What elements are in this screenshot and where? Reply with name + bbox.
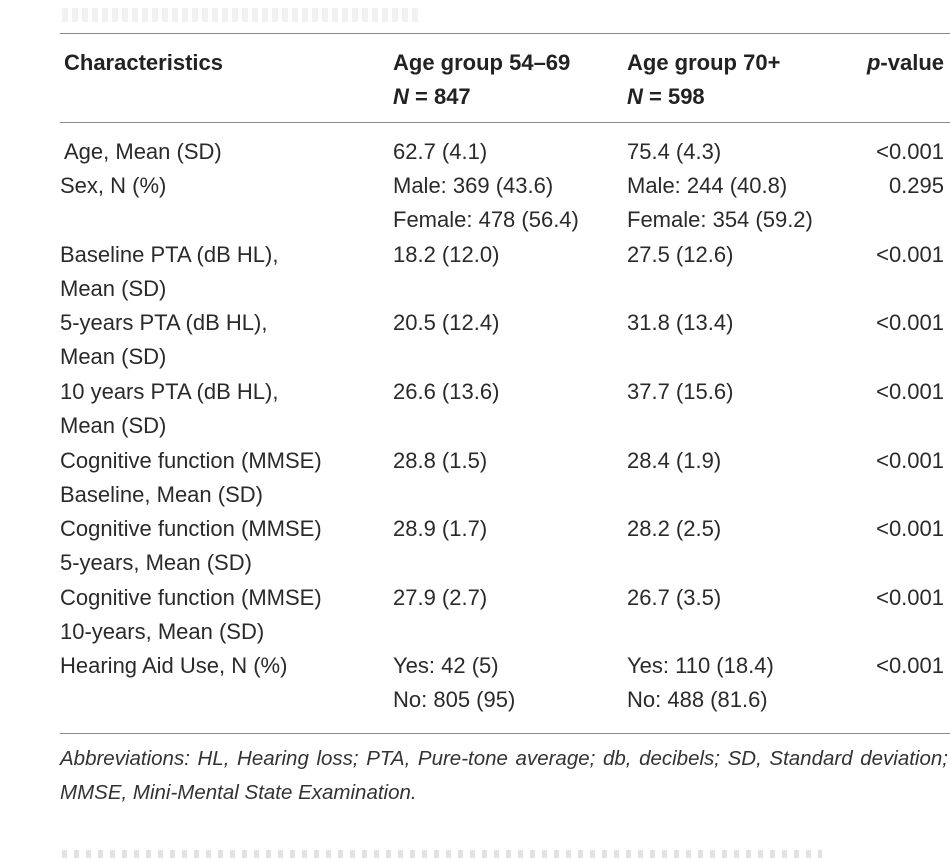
faded-caption-top (62, 8, 422, 22)
row-age-group-54-69-value: Male: 369 (43.6) Female: 478 (56.4) (393, 173, 579, 232)
row-age-group-70-plus-value: 75.4 (4.3) (627, 139, 722, 164)
header-age-group-70-plus: Age group 70+ N = 598 (627, 50, 781, 109)
header-characteristics: Characteristics (64, 50, 223, 75)
row-age-group-54-69-value: Yes: 42 (5) No: 805 (95) (393, 653, 516, 712)
row-p-value: <0.001 (876, 448, 944, 473)
row-characteristic: Hearing Aid Use, N (%) (60, 653, 288, 678)
row-p-value: <0.001 (876, 379, 944, 404)
row-characteristic: Age, Mean (SD) (64, 139, 222, 164)
table-top-rule (60, 33, 950, 34)
row-age-group-54-69-value: 28.8 (1.5) (393, 448, 488, 473)
row-age-group-70-plus-value: 31.8 (13.4) (627, 310, 734, 335)
row-p-value: <0.001 (876, 653, 944, 678)
row-age-group-54-69-value: 27.9 (2.7) (393, 585, 488, 610)
row-p-value: 0.295 (888, 173, 944, 198)
row-age-group-54-69-value: 28.9 (1.7) (393, 516, 488, 541)
row-age-group-70-plus-value: Male: 244 (40.8) Female: 354 (59.2) (627, 173, 813, 232)
row-p-value: <0.001 (876, 310, 944, 335)
table-bottom-rule (60, 733, 950, 734)
row-characteristic: 10 years PTA (dB HL), Mean (SD) (60, 379, 279, 438)
row-age-group-54-69-value: 62.7 (4.1) (393, 139, 488, 164)
row-characteristic: 5-years PTA (dB HL), Mean (SD) (60, 310, 268, 369)
row-p-value: <0.001 (876, 585, 944, 610)
row-age-group-54-69-value: 20.5 (12.4) (393, 310, 500, 335)
header-p-value: p-value (866, 50, 944, 75)
row-characteristic: Sex, N (%) (60, 173, 167, 198)
header-bottom-rule (60, 122, 950, 123)
row-p-value: <0.001 (876, 139, 944, 164)
row-p-value: <0.001 (876, 516, 944, 541)
row-characteristic: Cognitive function (MMSE) Baseline, Mean … (60, 448, 322, 507)
row-age-group-54-69-value: 18.2 (12.0) (393, 242, 500, 267)
row-p-value: <0.001 (876, 242, 944, 267)
faded-text-bottom (62, 850, 822, 858)
row-characteristic: Cognitive function (MMSE) 10-years, Mean … (60, 585, 322, 644)
row-characteristic: Cognitive function (MMSE) 5-years, Mean (… (60, 516, 322, 575)
row-age-group-70-plus-value: 28.4 (1.9) (627, 448, 722, 473)
row-characteristic: Baseline PTA (dB HL), Mean (SD) (60, 242, 279, 301)
table-footnote: Abbreviations: HL, Hearing loss; PTA, Pu… (60, 747, 948, 804)
row-age-group-70-plus-value: 37.7 (15.6) (627, 379, 734, 404)
row-age-group-70-plus-value: 27.5 (12.6) (627, 242, 734, 267)
header-age-group-54-69: Age group 54–69 N = 847 (393, 50, 571, 109)
row-age-group-54-69-value: 26.6 (13.6) (393, 379, 500, 404)
row-age-group-70-plus-value: Yes: 110 (18.4) No: 488 (81.6) (627, 653, 774, 712)
row-age-group-70-plus-value: 28.2 (2.5) (627, 516, 722, 541)
row-age-group-70-plus-value: 26.7 (3.5) (627, 585, 722, 610)
